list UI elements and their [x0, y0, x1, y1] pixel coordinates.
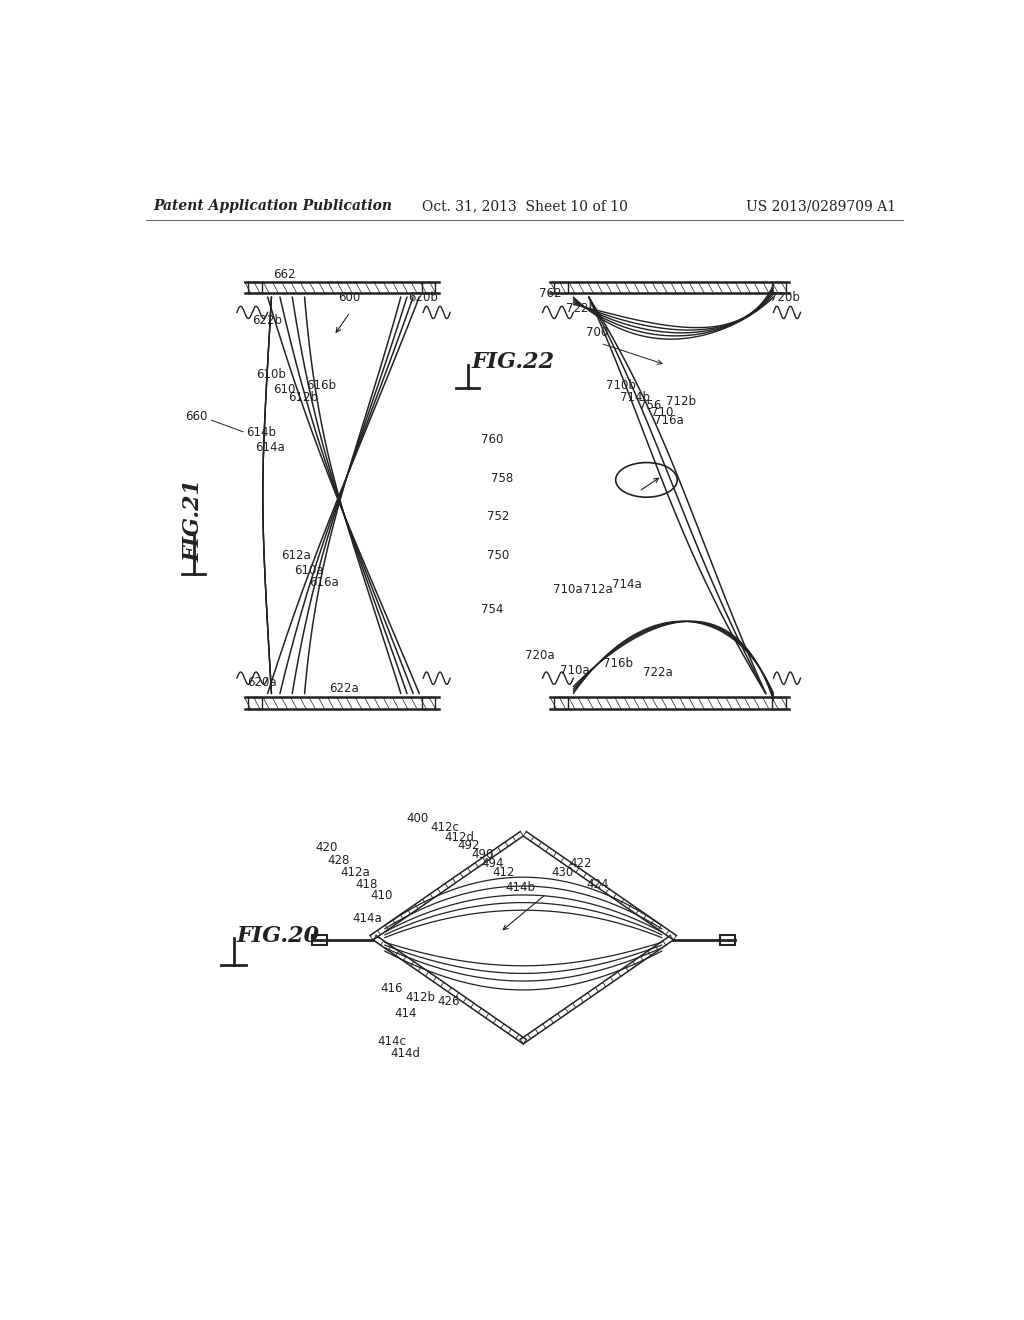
- Text: 416: 416: [381, 982, 403, 994]
- Text: 760: 760: [481, 433, 503, 446]
- Text: 610a: 610a: [294, 564, 324, 577]
- Text: 710a: 710a: [553, 583, 583, 597]
- Text: 712a: 712a: [584, 583, 613, 597]
- Bar: [554, 697, 568, 709]
- Text: 710b: 710b: [606, 379, 636, 392]
- Text: 420: 420: [315, 841, 338, 854]
- Text: 400: 400: [407, 812, 428, 825]
- Text: 412a: 412a: [340, 866, 370, 879]
- Text: 492: 492: [457, 840, 479, 853]
- Text: 412: 412: [493, 866, 515, 879]
- Text: 610: 610: [273, 383, 295, 396]
- Text: 762: 762: [539, 286, 561, 300]
- Text: 720a: 720a: [524, 649, 554, 661]
- Text: 410: 410: [371, 890, 393, 902]
- Text: Oct. 31, 2013  Sheet 10 of 10: Oct. 31, 2013 Sheet 10 of 10: [422, 199, 628, 213]
- Bar: [311, 935, 327, 945]
- Text: 714a: 714a: [611, 578, 642, 591]
- Text: 422: 422: [569, 857, 592, 870]
- Text: 426: 426: [437, 995, 460, 1008]
- Text: 620a: 620a: [248, 676, 278, 689]
- Text: 720b: 720b: [770, 290, 800, 304]
- Text: 414: 414: [394, 1007, 417, 1020]
- Text: 756: 756: [639, 400, 662, 412]
- Text: FIG.22: FIG.22: [472, 351, 555, 374]
- Text: 754: 754: [481, 603, 503, 615]
- Text: 612b: 612b: [289, 391, 318, 404]
- Text: 616b: 616b: [306, 379, 336, 392]
- Text: 412c: 412c: [431, 821, 460, 834]
- Bar: [422, 281, 435, 293]
- Text: 714b: 714b: [621, 391, 650, 404]
- Text: 620b: 620b: [408, 290, 437, 304]
- Text: 752: 752: [487, 511, 510, 523]
- Bar: [772, 697, 785, 709]
- Bar: [249, 281, 262, 293]
- Text: 716b: 716b: [603, 656, 633, 669]
- Text: 660: 660: [185, 411, 208, 424]
- Bar: [554, 281, 568, 293]
- Text: 600: 600: [339, 290, 360, 304]
- Text: Patent Application Publication: Patent Application Publication: [154, 199, 392, 213]
- Text: 614b: 614b: [246, 425, 276, 438]
- Text: 412d: 412d: [444, 830, 475, 843]
- Text: 750: 750: [487, 549, 509, 562]
- Bar: [422, 697, 435, 709]
- Text: 414c: 414c: [377, 1035, 406, 1048]
- Text: 412b: 412b: [406, 991, 435, 1003]
- Text: 662: 662: [273, 268, 296, 281]
- Text: US 2013/0289709 A1: US 2013/0289709 A1: [745, 199, 896, 213]
- Text: 428: 428: [327, 854, 349, 867]
- Text: 700: 700: [587, 326, 608, 338]
- Bar: [720, 935, 735, 945]
- Text: 722b: 722b: [565, 302, 596, 315]
- Text: 490: 490: [471, 847, 494, 861]
- Text: 710a: 710a: [560, 664, 590, 677]
- Text: 418: 418: [355, 878, 378, 891]
- Text: 494: 494: [481, 857, 504, 870]
- Bar: [249, 697, 262, 709]
- Text: 622a: 622a: [330, 682, 359, 696]
- Text: 612a: 612a: [281, 549, 310, 562]
- Text: 414b: 414b: [506, 882, 536, 895]
- Text: 610b: 610b: [256, 368, 286, 381]
- Text: 716a: 716a: [654, 414, 684, 428]
- Text: FIG.20: FIG.20: [237, 925, 319, 948]
- Text: 414d: 414d: [391, 1047, 421, 1060]
- Text: 424: 424: [587, 878, 609, 891]
- Text: 712b: 712b: [666, 395, 695, 408]
- Text: 758: 758: [490, 471, 513, 484]
- Text: 614a: 614a: [255, 441, 285, 454]
- Text: 622b: 622b: [252, 314, 283, 327]
- Text: 616a: 616a: [309, 576, 339, 589]
- Text: 430: 430: [551, 866, 573, 879]
- Bar: [772, 281, 785, 293]
- Text: 414a: 414a: [352, 912, 382, 925]
- Text: FIG.21: FIG.21: [182, 479, 205, 562]
- Text: 722a: 722a: [643, 665, 673, 678]
- Text: 710: 710: [651, 405, 674, 418]
